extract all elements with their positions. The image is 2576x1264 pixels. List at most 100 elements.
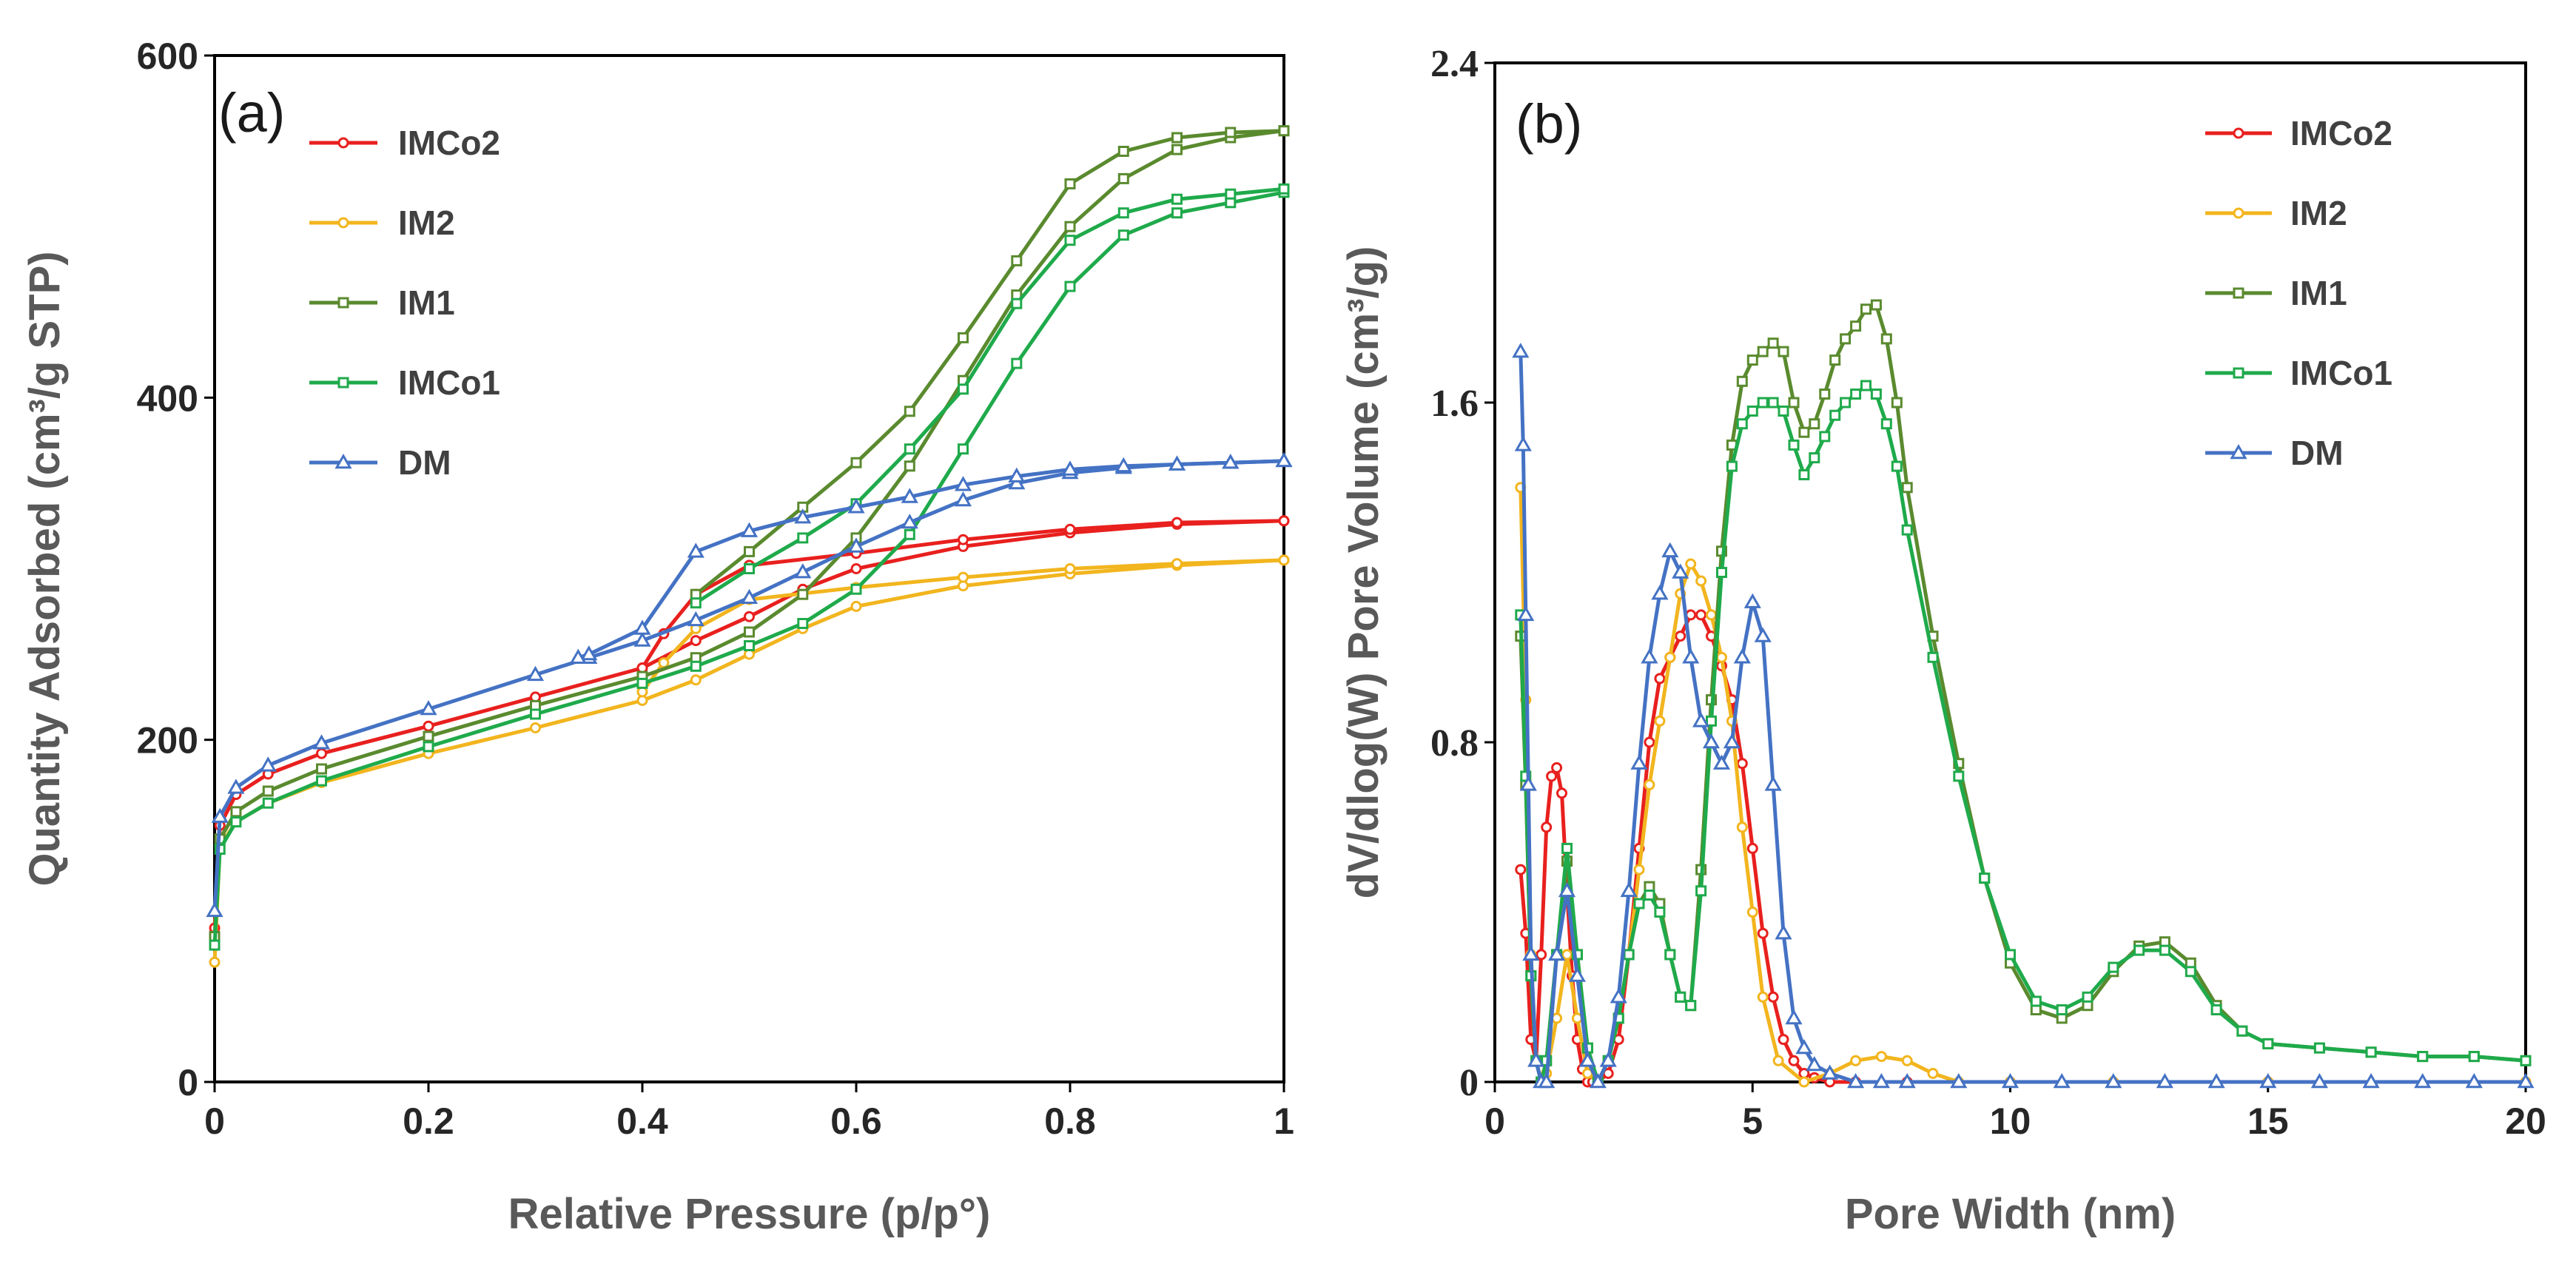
- series-line-imco2-point: [1746, 842, 1758, 854]
- desorption-line-im1-point: [1064, 178, 1076, 189]
- legend-item-im2: IM2: [2205, 194, 2347, 232]
- legend-item-imco2: IMCo2: [2205, 114, 2392, 152]
- series-line-dm-point: [1610, 988, 1627, 1004]
- series-line-dm-point: [1641, 648, 1658, 664]
- adsorption-line-dm-point: [312, 734, 331, 750]
- series-line-imco1-point: [2082, 991, 2094, 1003]
- series-line-imco2-point: [1675, 631, 1686, 642]
- series-line-imco1-point: [1860, 380, 1872, 391]
- series-line-dm-point: [1898, 1072, 1916, 1089]
- desorption-line-im2-point: [1278, 554, 1290, 566]
- series-line-im1-point: [1901, 482, 1913, 494]
- adsorption-line-imco1-point: [262, 797, 274, 809]
- desorption-line-dm-point: [740, 522, 759, 537]
- series-line-imco1-point: [2210, 1004, 2222, 1015]
- series-line-imco1-point: [1953, 770, 1965, 782]
- series-line-dm-point: [1568, 967, 1586, 982]
- desorption-line-imco1-point: [1064, 235, 1076, 246]
- series-line-imco1-point: [2417, 1051, 2429, 1063]
- series-line-im2-point: [1746, 907, 1758, 918]
- adsorption-line-im1-point: [316, 763, 327, 775]
- adsorption-line-imco1-point: [1171, 207, 1183, 219]
- desorption-line-im1-point: [1117, 146, 1129, 157]
- series-line-dm-point: [1785, 1009, 1803, 1025]
- adsorption-line-imco2-point: [744, 611, 755, 622]
- series-line-dm-point: [1548, 945, 1566, 961]
- series-line-dm-point: [1672, 563, 1689, 579]
- series-line-im1-point: [1880, 333, 1892, 345]
- series-line-im2-point: [1850, 1055, 1862, 1066]
- legend-label: IMCo2: [398, 124, 500, 162]
- series-line-dm-point: [2310, 1072, 2328, 1089]
- series-line-imco1-point: [1767, 397, 1779, 409]
- series-line-im2-point: [1772, 1055, 1784, 1066]
- legend-swatch-marker: [337, 217, 349, 229]
- legend-label: IMCo2: [2290, 114, 2392, 152]
- adsorption-line-im1-point: [1117, 172, 1129, 184]
- series-line-imco1-point: [2108, 961, 2119, 973]
- adsorption-line-imco1-point: [209, 939, 221, 951]
- series-line-dm-point: [1661, 542, 1679, 558]
- series-line-dm-point: [2207, 1072, 2225, 1089]
- desorption-line-imco1-point: [1225, 188, 1237, 200]
- series-line-im1-point: [1891, 397, 1903, 409]
- series-line-dm-point: [2259, 1072, 2277, 1089]
- desorption-line-imco1-point: [690, 597, 702, 609]
- series-line-imco1-point: [2056, 1004, 2068, 1015]
- series-line-im2-point: [1685, 558, 1697, 570]
- adsorption-line-dm-point: [687, 611, 704, 627]
- adsorption-line-im1-point: [744, 626, 755, 638]
- adsorption-line-dm-point: [526, 665, 545, 682]
- series-line-dm-point: [1519, 776, 1537, 791]
- series-line-im1-point: [1746, 354, 1758, 366]
- series-line-dm-point: [1692, 712, 1710, 727]
- series-line-im2-point: [1695, 575, 1707, 587]
- series-line-dm-point: [1578, 1052, 1596, 1067]
- adsorption-line-dm-point: [420, 700, 437, 716]
- series-line-dm-point: [1775, 924, 1792, 940]
- series-line-dm-point: [1764, 776, 1782, 791]
- series-line-dm-point: [2156, 1072, 2173, 1089]
- series-line-dm-point: [1538, 1072, 1556, 1089]
- series-line-im2-point: [1654, 715, 1666, 727]
- adsorption-line-imco2: [212, 519, 1285, 929]
- series-line-imco1-point: [2262, 1038, 2274, 1049]
- adsorption-line-imco1-point: [316, 775, 327, 787]
- series-line-im2-point: [1644, 779, 1655, 790]
- x-tick-label: 0.2: [403, 1100, 454, 1142]
- series-line-imco1-point: [1644, 890, 1655, 901]
- series-line-imco2-point: [1546, 770, 1558, 782]
- series-line-imco2-point: [1757, 927, 1769, 939]
- panel-label: (b): [1516, 93, 1582, 155]
- legend-swatch-marker: [337, 297, 349, 309]
- adsorption-line-imco1-point: [423, 741, 434, 753]
- series-line-imco1-point: [1778, 406, 1789, 417]
- x-axis-title: Pore Width (nm): [1845, 1190, 2176, 1238]
- series-line-imco2-point: [1541, 821, 1553, 833]
- desorption-line-dm-point: [1222, 454, 1240, 469]
- legend-label: DM: [398, 443, 451, 482]
- series-line-imco2-point: [1515, 864, 1527, 875]
- series-line-imco1-point: [1623, 949, 1635, 961]
- series-line-imco2-point: [1556, 787, 1567, 799]
- series-line-imco1-point: [2185, 966, 2196, 978]
- series-line-imco2-point: [1778, 1034, 1789, 1046]
- desorption-line-dm-point: [569, 648, 587, 664]
- legend-item-imco1: IMCo1: [2205, 354, 2392, 392]
- desorption-line-im1-point: [1171, 132, 1183, 144]
- desorption-line-im2-point: [658, 657, 670, 669]
- y-tick-label: 2.4: [1430, 43, 1479, 85]
- legend-swatch-marker: [2233, 207, 2244, 219]
- series-line-imco1-point: [1819, 431, 1831, 443]
- series-line-dm-point: [1527, 1052, 1545, 1067]
- y-tick-label: 400: [137, 377, 198, 419]
- desorption-line-imco1-point: [1278, 183, 1290, 195]
- series-line-dm-point: [1682, 648, 1700, 664]
- desorption-line-dm-point: [847, 498, 865, 514]
- series-line-imco1-point: [1695, 885, 1707, 897]
- desorption-line-imco1-point: [904, 443, 915, 455]
- adsorption-line-imco2-point: [423, 720, 434, 732]
- desorption-line-dm-point: [1168, 455, 1186, 471]
- adsorption-line-im1-point: [1064, 221, 1076, 232]
- adsorption-line-im1: [212, 129, 1285, 937]
